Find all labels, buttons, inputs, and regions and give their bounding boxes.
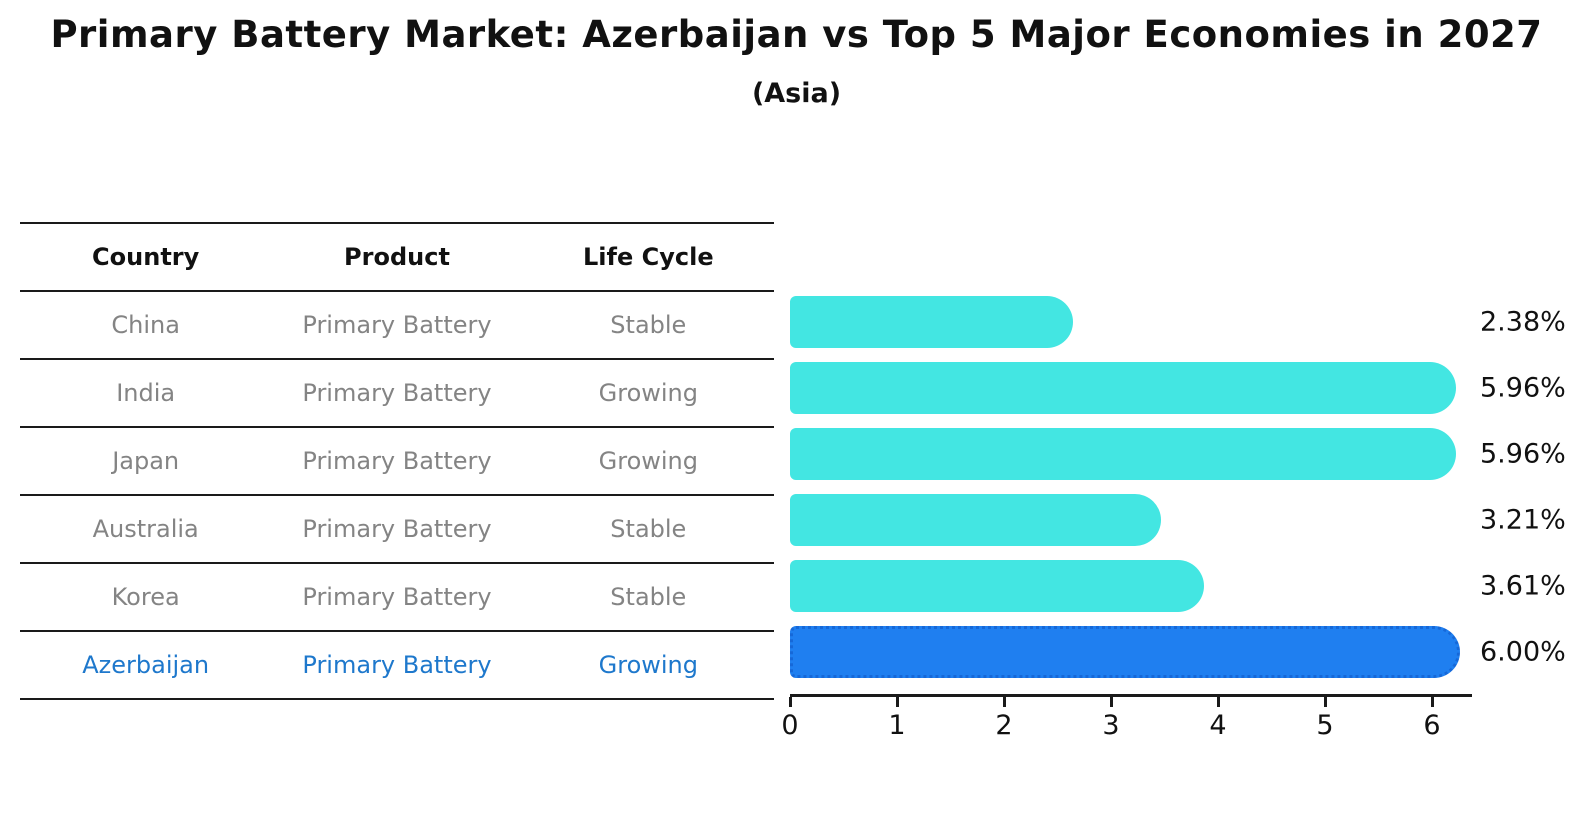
x-tick-mark	[1110, 697, 1113, 707]
x-tick-label: 3	[1102, 710, 1120, 741]
x-tick-mark	[789, 697, 792, 707]
table-row-azerbaijan: Azerbaijan Primary Battery Growing	[20, 630, 774, 698]
cell-life-cycle: Growing	[598, 651, 698, 679]
bar-japan	[790, 428, 1456, 480]
chart-title: Primary Battery Market: Azerbaijan vs To…	[50, 13, 1543, 56]
x-tick-mark	[1217, 697, 1220, 707]
x-tick-mark	[896, 697, 899, 707]
cell-life-cycle: Growing	[598, 379, 698, 407]
x-tick-mark	[1324, 697, 1327, 707]
cell-country: Japan	[112, 447, 180, 475]
x-tick-label: 0	[781, 710, 799, 741]
comparison-table: Country Product Life Cycle China Primary …	[20, 222, 774, 700]
chart-subtitle: (Asia)	[751, 78, 842, 109]
bar-row-australia: 3.21%	[790, 487, 1590, 553]
cell-life-cycle: Stable	[610, 515, 687, 543]
cell-product: Primary Battery	[302, 583, 492, 611]
value-label-australia: 3.21%	[1480, 504, 1566, 536]
bar-azerbaijan	[790, 626, 1460, 678]
value-label-azerbaijan: 6.00%	[1480, 636, 1566, 668]
x-axis: 0 1 2 3 4 5 6	[781, 694, 1472, 754]
bar-china	[790, 296, 1073, 348]
cell-product: Primary Battery	[302, 379, 492, 407]
bar-plot: 2.38% 5.96% 5.96% 3.21% 3.61% 6.00%	[790, 289, 1590, 685]
x-tick-label: 4	[1209, 710, 1227, 741]
bar-row-azerbaijan: 6.00%	[790, 619, 1590, 685]
table-row-japan: Japan Primary Battery Growing	[20, 426, 774, 494]
table-row-china: China Primary Battery Stable	[20, 290, 774, 358]
bar-row-korea: 3.61%	[790, 553, 1590, 619]
bar-row-india: 5.96%	[790, 355, 1590, 421]
x-tick-label: 5	[1316, 710, 1334, 741]
x-tick-label: 2	[995, 710, 1013, 741]
bar-india	[790, 362, 1456, 414]
x-tick-mark	[1431, 697, 1434, 707]
cell-life-cycle: Stable	[610, 583, 687, 611]
value-label-china: 2.38%	[1480, 306, 1566, 338]
column-header-product: Product	[344, 243, 450, 271]
cell-country: India	[116, 379, 176, 407]
value-label-india: 5.96%	[1480, 372, 1566, 404]
bar-australia	[790, 494, 1161, 546]
cell-country: China	[111, 311, 180, 339]
value-label-korea: 3.61%	[1480, 570, 1566, 602]
bar-row-japan: 5.96%	[790, 421, 1590, 487]
cell-country: Australia	[92, 515, 199, 543]
x-tick-label: 1	[888, 710, 906, 741]
table-row-korea: Korea Primary Battery Stable	[20, 562, 774, 630]
cell-country: Azerbaijan	[82, 651, 210, 679]
cell-life-cycle: Stable	[610, 311, 687, 339]
cell-product: Primary Battery	[302, 311, 492, 339]
cell-product: Primary Battery	[302, 447, 492, 475]
cell-country: Korea	[111, 583, 180, 611]
table-row-australia: Australia Primary Battery Stable	[20, 494, 774, 562]
value-label-japan: 5.96%	[1480, 438, 1566, 470]
table-row-india: India Primary Battery Growing	[20, 358, 774, 426]
bar-korea	[790, 560, 1204, 612]
column-header-country: Country	[92, 243, 200, 271]
cell-product: Primary Battery	[302, 651, 492, 679]
cell-product: Primary Battery	[302, 515, 492, 543]
column-header-life-cycle: Life Cycle	[583, 243, 714, 271]
cell-life-cycle: Growing	[598, 447, 698, 475]
x-axis-line	[790, 694, 1472, 697]
x-tick-label: 6	[1423, 710, 1441, 741]
table-header-row: Country Product Life Cycle	[20, 222, 774, 290]
bar-row-china: 2.38%	[790, 289, 1590, 355]
x-tick-mark	[1003, 697, 1006, 707]
